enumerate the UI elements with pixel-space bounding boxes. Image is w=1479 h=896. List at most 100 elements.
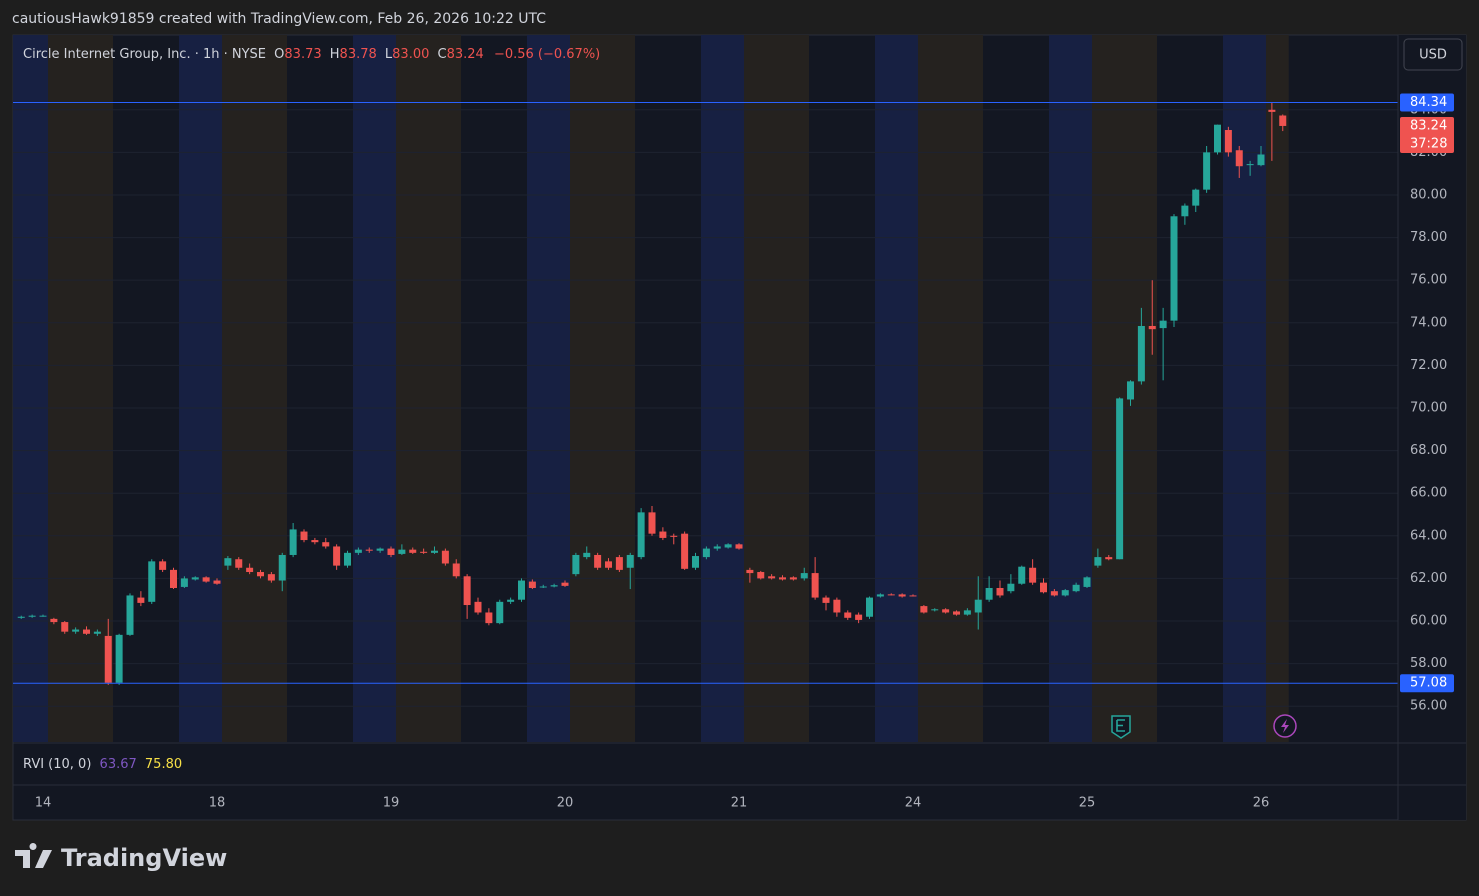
candle-body	[213, 580, 221, 584]
candle-body	[507, 599, 515, 602]
candle	[713, 544, 721, 551]
candle	[50, 617, 58, 625]
candle-body	[1170, 216, 1178, 321]
time-axis: 14 18 19 20 21 24 25 26	[35, 796, 1270, 811]
candle-body	[148, 561, 156, 602]
candle	[855, 612, 863, 624]
y-tick-label: 74.00	[1410, 315, 1447, 330]
candle	[539, 584, 547, 588]
candle-body	[463, 576, 471, 606]
candle-body	[300, 531, 308, 541]
legend-key: O	[274, 47, 284, 62]
candle	[1094, 548, 1102, 568]
candle	[452, 559, 460, 579]
candle	[83, 626, 90, 635]
candle	[1181, 203, 1189, 225]
x-tick-label: 20	[557, 796, 574, 811]
candle-body	[974, 599, 982, 613]
currency-button[interactable]: USD	[1403, 38, 1463, 71]
legend-change: −0.56 (−0.67%)	[494, 47, 600, 62]
candle	[757, 570, 765, 580]
session-band	[13, 35, 48, 742]
y-tick-label: 68.00	[1410, 443, 1447, 458]
y-tick-label: 66.00	[1410, 486, 1447, 501]
candle-body	[963, 610, 971, 615]
candle	[996, 580, 1004, 598]
candle-body	[137, 597, 145, 603]
candle	[322, 537, 330, 549]
candle-body	[191, 577, 199, 580]
candle	[1235, 145, 1243, 178]
candle-body	[344, 552, 351, 566]
candle	[376, 547, 384, 553]
candle-body	[681, 533, 689, 569]
candle	[1083, 576, 1091, 588]
session-band	[222, 35, 287, 742]
candle	[866, 596, 873, 619]
candle	[974, 576, 982, 630]
candle-body	[985, 587, 993, 600]
session-band	[875, 35, 918, 742]
candle-body	[278, 554, 286, 581]
candle-body	[898, 594, 906, 597]
candle-body	[692, 556, 699, 568]
candle-body	[1224, 130, 1232, 153]
event-icon[interactable]	[1273, 714, 1297, 738]
candle	[1148, 280, 1156, 355]
currency-label[interactable]: USD	[1419, 48, 1447, 63]
candle-body	[833, 599, 841, 613]
y-tick-label: 58.00	[1410, 656, 1447, 671]
candle	[1116, 397, 1124, 560]
candle	[583, 546, 591, 560]
session-band	[1266, 35, 1289, 742]
candle-body	[257, 572, 264, 577]
rvi-value: 75.80	[145, 757, 182, 772]
candle-body	[1257, 154, 1265, 166]
price-line-tag	[1400, 674, 1454, 693]
candle	[148, 559, 156, 604]
candle-body	[1072, 584, 1080, 592]
candle-body	[452, 563, 460, 577]
candle-body	[1214, 124, 1221, 153]
event-glyph[interactable]	[1281, 719, 1289, 733]
candle	[311, 537, 319, 545]
candle	[615, 554, 623, 573]
candle-body	[1116, 398, 1124, 560]
candle	[159, 559, 167, 573]
candle-body	[485, 612, 493, 624]
candle	[224, 556, 232, 570]
candle-body	[441, 550, 449, 564]
candle-body	[561, 582, 569, 586]
candle	[463, 574, 471, 619]
candles	[17, 102, 1287, 685]
candle	[1029, 559, 1037, 585]
candle	[1061, 589, 1069, 597]
candle	[528, 579, 536, 590]
candle	[931, 608, 939, 612]
earnings-glyph[interactable]	[1116, 719, 1125, 732]
candle-body	[1181, 205, 1189, 217]
candle-body	[550, 585, 558, 587]
earnings-icon[interactable]	[1111, 715, 1131, 739]
price-line-tag	[1400, 93, 1454, 112]
candle	[431, 546, 438, 554]
candle-body	[811, 573, 819, 598]
chart-header: Circle Internet Group, Inc. · 1h · NYSE …	[23, 47, 600, 62]
candle	[898, 593, 906, 598]
candle	[409, 547, 417, 554]
candle-body	[1192, 189, 1200, 206]
candle-body	[594, 554, 602, 568]
session-band	[701, 35, 744, 742]
currency-button-frame[interactable]	[1403, 38, 1463, 71]
y-tick-label: 78.00	[1410, 230, 1447, 245]
candle-body	[61, 622, 69, 632]
candle-body	[1029, 567, 1037, 583]
candle	[72, 627, 80, 634]
session-band	[1049, 35, 1092, 742]
session-band	[570, 35, 635, 742]
chart-title: Circle Internet Group, Inc. · 1h · NYSE	[23, 47, 266, 62]
candle	[518, 578, 525, 602]
candle	[746, 567, 754, 583]
candle-body	[267, 574, 275, 581]
x-tick-label: 24	[905, 796, 922, 811]
